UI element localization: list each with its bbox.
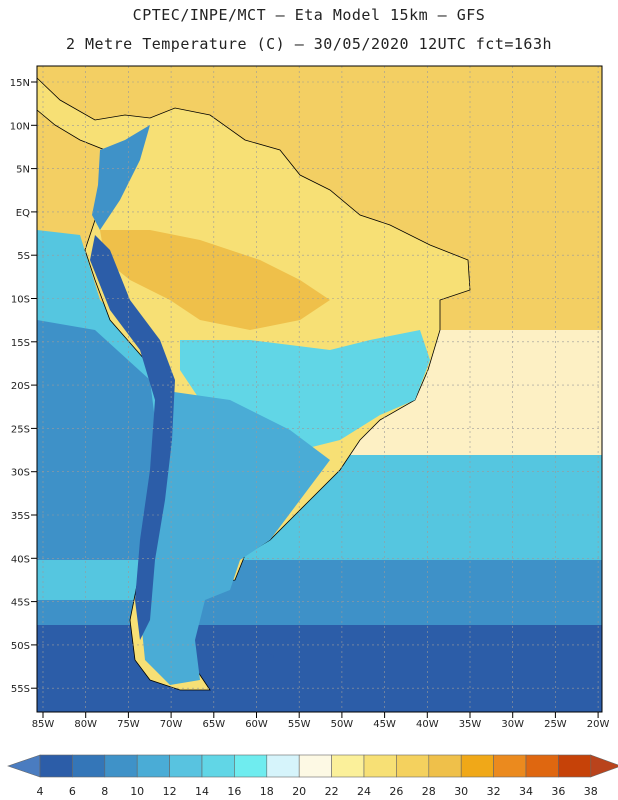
lat-tick-label: 50S bbox=[11, 641, 30, 652]
lat-tick-label: 10N bbox=[10, 121, 30, 132]
lon-tick-label: 75W bbox=[117, 719, 140, 730]
map-subtitle: 2 Metre Temperature (C) – 30/05/2020 12U… bbox=[65, 35, 553, 53]
colorbar-swatch bbox=[558, 754, 592, 778]
colorbar-label: 20 bbox=[292, 785, 306, 798]
colorbar-label: 4 bbox=[37, 785, 44, 798]
colorbar-high-arrow bbox=[590, 754, 618, 778]
map-field bbox=[37, 66, 602, 712]
lat-tick-label: 30S bbox=[11, 468, 30, 479]
lon-tick-label: 65W bbox=[202, 719, 225, 730]
lat-tick-label: 35S bbox=[11, 511, 30, 522]
lon-tick-label: 35W bbox=[459, 719, 482, 730]
colorbar-label: 14 bbox=[195, 785, 209, 798]
colorbar-swatch bbox=[72, 754, 106, 778]
ocean-polar bbox=[37, 625, 602, 712]
colorbar-swatch bbox=[234, 754, 268, 778]
lat-tick-label: 40S bbox=[11, 554, 30, 565]
lon-tick-label: 80W bbox=[74, 719, 97, 730]
longitude-axis: 85W 80W 75W 70W 65W 60W 55W 50W 45W 40W 35W 30W 25W 2… bbox=[32, 712, 610, 730]
colorbar-swatch bbox=[39, 754, 73, 778]
colorbar-swatch bbox=[363, 754, 397, 778]
colorbar-swatch bbox=[201, 754, 235, 778]
lon-tick-label: 60W bbox=[245, 719, 268, 730]
colorbar-swatch bbox=[428, 754, 462, 778]
lat-tick-label: 55S bbox=[11, 684, 30, 695]
lon-tick-label: 20W bbox=[587, 719, 610, 730]
lat-tick-label: 5S bbox=[17, 251, 30, 262]
lat-tick-label: 25S bbox=[11, 424, 30, 435]
southern-cone-region bbox=[140, 390, 330, 685]
colorbar-label: 12 bbox=[163, 785, 177, 798]
lon-tick-label: 30W bbox=[501, 719, 524, 730]
colorbar-swatch bbox=[298, 754, 332, 778]
colorbar-swatch bbox=[104, 754, 138, 778]
colorbar-swatch bbox=[136, 754, 170, 778]
lon-tick-label: 55W bbox=[288, 719, 311, 730]
map-title: CPTEC/INPE/MCT – Eta Model 15km – GFS bbox=[132, 6, 486, 24]
colorbar-low-arrow bbox=[7, 754, 41, 778]
lat-lon-grid bbox=[37, 66, 602, 712]
colorbar-swatch bbox=[169, 754, 203, 778]
lon-tick-label: 85W bbox=[32, 719, 55, 730]
colorbar-label: 38 bbox=[584, 785, 598, 798]
map-frame bbox=[36, 65, 603, 713]
pacific-midlatitude bbox=[37, 320, 160, 560]
lon-tick-label: 50W bbox=[331, 719, 354, 730]
colorbar-swatch bbox=[396, 754, 430, 778]
colorbar-label: 22 bbox=[325, 785, 339, 798]
colorbar-label: 16 bbox=[227, 785, 241, 798]
colorbar-label: 30 bbox=[454, 785, 468, 798]
colorbar-swatch bbox=[331, 754, 365, 778]
colorbar-label: 10 bbox=[130, 785, 144, 798]
lon-tick-label: 45W bbox=[373, 719, 396, 730]
colorbar-label: 6 bbox=[69, 785, 76, 798]
colorbar-label: 26 bbox=[389, 785, 403, 798]
colorbar-label: 8 bbox=[101, 785, 108, 798]
colorbar-label: 32 bbox=[487, 785, 501, 798]
colorbar-swatch bbox=[460, 754, 494, 778]
colorbar-label: 36 bbox=[551, 785, 565, 798]
lon-tick-label: 40W bbox=[416, 719, 439, 730]
falkland-islands bbox=[250, 653, 274, 661]
colorbar-swatch bbox=[493, 754, 527, 778]
colorbar: 4 6 8 10 12 14 16 18 20 22 24 26 28 30 32 34 36 38 bbox=[7, 754, 618, 798]
colorbar-label: 34 bbox=[519, 785, 533, 798]
northern-andes-cool bbox=[92, 125, 150, 230]
andes-cold-strip bbox=[90, 235, 175, 640]
colorbar-label: 18 bbox=[260, 785, 274, 798]
lon-tick-label: 70W bbox=[160, 719, 183, 730]
latitude-axis: 15N 10N 5N EQ 5S 10S 15S 20S 25S 30S 35S 40S 45S 50S 5… bbox=[10, 78, 37, 695]
lat-tick-label: 20S bbox=[11, 381, 30, 392]
lat-tick-label: EQ bbox=[16, 208, 30, 219]
colorbar-swatch bbox=[525, 754, 559, 778]
colorbar-swatch bbox=[266, 754, 300, 778]
lat-tick-label: 5N bbox=[16, 165, 30, 176]
lat-tick-label: 10S bbox=[11, 295, 30, 306]
colorbar-label: 24 bbox=[357, 785, 371, 798]
colorbar-label: 28 bbox=[422, 785, 436, 798]
lon-tick-label: 25W bbox=[544, 719, 567, 730]
lat-tick-label: 45S bbox=[11, 598, 30, 609]
lat-tick-label: 15S bbox=[11, 338, 30, 349]
lat-tick-label: 15N bbox=[10, 78, 30, 89]
